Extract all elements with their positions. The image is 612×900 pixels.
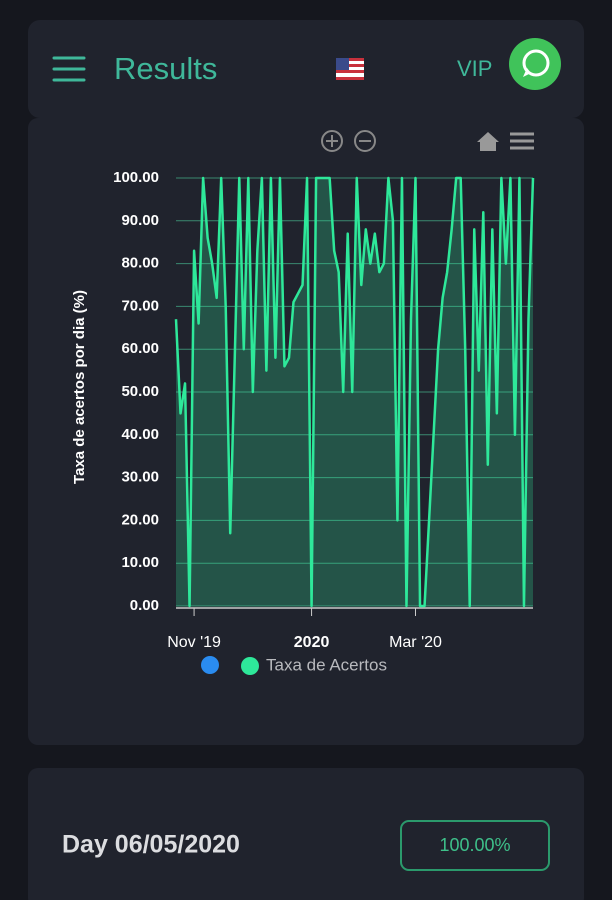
y-tick-label: 10.00 [121, 554, 159, 571]
y-tick-label: 70.00 [121, 297, 159, 314]
x-tick-label: Mar '20 [389, 634, 442, 651]
chart-menu[interactable] [510, 132, 534, 150]
legend-dot [201, 656, 219, 674]
header-card [28, 20, 584, 118]
legend-label: Taxa de Acertos [266, 655, 387, 674]
y-tick-label: 20.00 [121, 511, 159, 528]
y-tick-label: 80.00 [121, 255, 159, 272]
day-title: Day 06/05/2020 [62, 831, 240, 859]
y-tick-label: 90.00 [121, 212, 159, 229]
zoom-in[interactable] [321, 130, 343, 152]
legend-marker [241, 657, 259, 675]
y-tick-label: 30.00 [121, 469, 159, 486]
badge: 100.00% [439, 835, 510, 855]
area-fill [176, 178, 533, 606]
chart-card [28, 118, 584, 745]
y-tick-label: 50.00 [121, 383, 159, 400]
vip-label[interactable]: VIP [457, 56, 492, 81]
badge-box [400, 820, 550, 871]
whatsapp-button[interactable] [509, 38, 561, 90]
x-tick-label: Nov '19 [167, 634, 221, 651]
plot: 0.00 10.00 20.00 30.00 40.00 50.00 60.00 70.00 8… [113, 169, 535, 675]
zoom-out[interactable] [354, 130, 376, 152]
x-tick-label: 2020 [294, 634, 330, 651]
language-flag[interactable] [336, 58, 364, 80]
page-title: Results [114, 51, 217, 86]
y-axis-label: Taxa de acertos por dia (%) [71, 290, 88, 484]
day-card [28, 768, 584, 900]
line [174, 176, 535, 608]
y-tick-label: 40.00 [121, 426, 159, 443]
y-tick-label: 0.00 [130, 597, 159, 614]
y-tick-label: 100.00 [113, 169, 159, 186]
menu-button[interactable] [52, 56, 86, 82]
y-tick-label: 60.00 [121, 340, 159, 357]
reset-zoom[interactable] [477, 132, 499, 151]
